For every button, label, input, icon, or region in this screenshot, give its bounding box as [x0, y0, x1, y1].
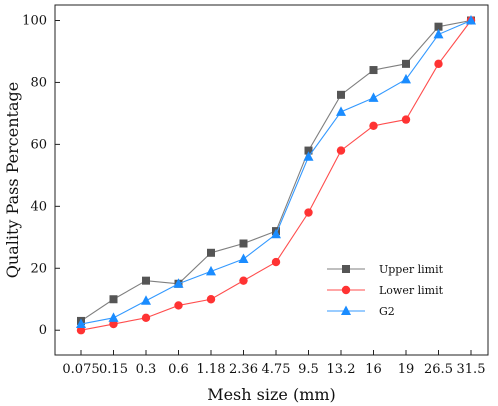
data-point	[433, 28, 444, 39]
data-point	[434, 59, 443, 69]
legend-label: G2	[379, 305, 395, 318]
y-axis-title: Quality Pass Percentage	[3, 82, 22, 278]
data-point	[304, 146, 313, 155]
data-point	[206, 295, 216, 304]
data-point	[108, 312, 119, 322]
x-tick-label: 31.5	[457, 362, 486, 377]
x-tick-label: 9.5	[298, 362, 319, 377]
y-tick-label: 20	[30, 261, 47, 276]
data-point	[238, 253, 249, 263]
x-tick-label: 0.3	[136, 362, 157, 377]
data-point	[303, 151, 314, 161]
legend-marker	[342, 265, 350, 273]
x-tick-label: 0.6	[168, 362, 189, 377]
series-group	[76, 14, 476, 335]
series-g2	[76, 14, 476, 329]
series-upper-limit	[77, 16, 475, 325]
data-point	[369, 121, 378, 130]
legend-marker	[341, 285, 351, 295]
data-point	[369, 66, 378, 75]
data-point	[207, 248, 215, 257]
plot-frame	[54, 4, 489, 356]
y-tick-label: 40	[30, 199, 47, 214]
data-point	[401, 73, 411, 84]
data-point	[141, 295, 151, 305]
x-axis-title: Mesh size (mm)	[207, 385, 336, 404]
data-point	[141, 313, 151, 323]
data-point	[368, 92, 379, 102]
x-tick-label: 26.5	[424, 362, 453, 377]
data-point	[239, 276, 248, 285]
legend-label: Lower limit	[379, 284, 444, 297]
data-point	[271, 257, 281, 267]
data-point	[271, 228, 281, 239]
data-point	[434, 22, 443, 31]
y-tick-label: 60	[30, 137, 47, 152]
data-point	[466, 14, 476, 25]
data-point	[174, 301, 183, 310]
data-point	[239, 239, 248, 248]
series-line	[80, 19, 472, 325]
data-point	[76, 326, 86, 335]
y-tick-label: 0	[39, 323, 47, 338]
data-point	[173, 278, 184, 288]
data-point	[336, 106, 346, 116]
legend-label: Upper limit	[379, 263, 444, 276]
axes-group: 0 20 40 60 80 100 0.075 0.15 0.3 0.6 1.18 2.36 4.75 9…	[22, 4, 489, 377]
x-tick-label: 2.36	[229, 362, 258, 377]
data-point	[304, 208, 313, 217]
data-point	[337, 90, 345, 99]
legend: Upper limit Lower limit G2	[327, 263, 444, 318]
data-point	[401, 115, 411, 124]
data-point	[402, 59, 410, 68]
x-tick-label: 0.075	[62, 362, 99, 377]
data-point	[76, 318, 86, 329]
data-point	[206, 265, 216, 276]
x-tick-label: 0.15	[99, 362, 128, 377]
x-tick-label: 16	[365, 362, 382, 377]
x-tick-label: 13.2	[327, 362, 356, 377]
data-point	[109, 319, 118, 329]
data-point	[142, 276, 150, 285]
y-tick-label: 100	[22, 13, 47, 28]
data-point	[109, 295, 118, 304]
x-tick-label: 19	[398, 362, 415, 377]
x-tick-label: 4.75	[262, 362, 291, 377]
legend-marker	[341, 305, 351, 315]
data-point	[336, 146, 346, 155]
y-tick-label: 80	[30, 75, 47, 90]
x-tick-label: 1.18	[197, 362, 226, 377]
